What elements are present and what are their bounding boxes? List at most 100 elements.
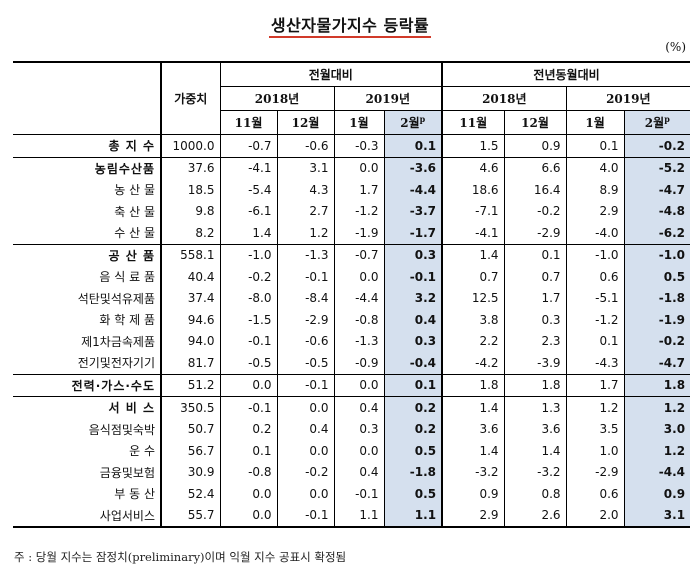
row-value: -1.9 — [333, 222, 384, 244]
row-value: 0.0 — [219, 504, 277, 528]
row-value: -0.2 — [276, 461, 334, 483]
row-value: -1.8 — [623, 287, 691, 309]
unit-label: (%) — [665, 40, 686, 54]
table-row: 음식점및숙박 50.7 0.2 0.4 0.3 0.2 3.6 3.6 3.5 3.0 — [13, 418, 691, 440]
row-value: 1.1 — [333, 504, 384, 528]
row-label: 석탄및석유제품 — [77, 291, 155, 306]
row-weight: 40.4 — [160, 266, 220, 288]
row-value: 0.7 — [441, 266, 505, 288]
row-value: -0.1 — [276, 504, 334, 528]
row-value: 0.6 — [565, 266, 625, 288]
footnote: 주 : 당월 지수는 잠정치(preliminary)이며 익월 지수 공표시 … — [14, 550, 347, 564]
row-value: 3.1 — [276, 156, 334, 179]
row-value: -2.9 — [276, 309, 334, 331]
row-value: 1.1 — [383, 504, 443, 528]
row-value: -4.3 — [565, 352, 625, 374]
row-value: -0.7 — [219, 134, 277, 157]
row-value: 0.1 — [383, 373, 443, 397]
row-weight: 558.1 — [160, 243, 220, 266]
row-value: 0.5 — [383, 483, 443, 505]
header-yoy-m2-p: p — [664, 114, 670, 124]
row-value: -3.2 — [503, 461, 567, 483]
row-label: 축 산 물 — [114, 204, 155, 219]
row-value: 2.7 — [276, 200, 334, 222]
header-blank — [13, 61, 161, 135]
header-yoy-m1: 1월 — [565, 110, 625, 135]
row-value: 2.9 — [565, 200, 625, 222]
row-value: 0.1 — [383, 134, 443, 157]
row-value: -0.1 — [219, 396, 277, 419]
row-value: -3.6 — [383, 156, 443, 179]
row-value: 18.6 — [441, 179, 505, 201]
row-value: -0.1 — [219, 330, 277, 352]
table-row: 공 산 품 558.1 -1.0 -1.3 -0.7 0.3 1.4 0.1 -1.0 -1.0 — [13, 243, 691, 266]
row-value: 4.3 — [276, 179, 334, 201]
header-mom-m1: 1월 — [333, 110, 384, 135]
table-row: 부 동 산 52.4 0.0 0.0 -0.1 0.5 0.9 0.8 0.6 0.9 — [13, 483, 691, 505]
row-label: 음 식 료 품 — [99, 270, 155, 285]
row-label: 전기및전자기기 — [77, 356, 155, 371]
row-value: -0.6 — [276, 134, 334, 157]
row-value: -0.2 — [623, 134, 691, 157]
row-value: -0.5 — [276, 352, 334, 374]
header-mom-m2: 2월p — [383, 110, 443, 135]
row-value: 0.0 — [276, 483, 334, 505]
row-label: 음식점및숙박 — [88, 422, 155, 437]
row-value: 6.6 — [503, 156, 567, 179]
row-value: 0.9 — [441, 483, 505, 505]
row-value: -4.4 — [333, 287, 384, 309]
row-value: -0.2 — [503, 200, 567, 222]
row-value: -7.1 — [441, 200, 505, 222]
row-value: -0.9 — [333, 352, 384, 374]
row-value: 0.1 — [219, 440, 277, 462]
row-label: 수 산 물 — [114, 226, 155, 241]
row-value: 1.5 — [441, 134, 505, 157]
row-value: -1.3 — [276, 243, 334, 266]
row-value: 0.5 — [623, 266, 691, 288]
row-value: 0.2 — [383, 396, 443, 419]
row-value: 0.4 — [276, 418, 334, 440]
row-value: 0.8 — [503, 483, 567, 505]
row-weight: 50.7 — [160, 418, 220, 440]
row-value: 1.4 — [441, 440, 505, 462]
row-value: -1.8 — [383, 461, 443, 483]
table-row: 서 비 스 350.5 -0.1 0.0 0.4 0.2 1.4 1.3 1.2 1.2 — [13, 396, 691, 419]
row-value: -5.1 — [565, 287, 625, 309]
row-value: 3.1 — [623, 504, 691, 528]
row-value: 2.6 — [503, 504, 567, 528]
table-row: 축 산 물 9.8 -6.1 2.7 -1.2 -3.7 -7.1 -0.2 2.9 -4.8 — [13, 200, 691, 222]
row-value: -4.8 — [623, 200, 691, 222]
row-value: 1.2 — [623, 396, 691, 419]
row-label: 제1차금속제품 — [81, 334, 155, 349]
row-value: 0.1 — [503, 243, 567, 266]
row-value: 0.0 — [219, 373, 277, 397]
table-row: 석탄및석유제품 37.4 -8.0 -8.4 -4.4 3.2 12.5 1.7 -5.1 -1.… — [13, 287, 691, 309]
row-value: -0.6 — [276, 330, 334, 352]
header-mom-2018: 2018년 — [219, 86, 334, 111]
row-label: 농 산 물 — [114, 183, 155, 198]
row-value: -0.8 — [219, 461, 277, 483]
row-value: -0.2 — [219, 266, 277, 288]
row-value: 0.0 — [333, 156, 384, 179]
header-mom-2019: 2019년 — [333, 86, 443, 111]
row-value: -0.8 — [333, 309, 384, 331]
table-row: 음 식 료 품 40.4 -0.2 -0.1 0.0 -0.1 0.7 0.7 0.6 0.5 — [13, 266, 691, 288]
row-value: 3.0 — [623, 418, 691, 440]
row-label: 공 산 품 — [13, 243, 161, 266]
row-value: -3.2 — [441, 461, 505, 483]
row-value: 0.1 — [565, 134, 625, 157]
row-value: 3.6 — [441, 418, 505, 440]
row-label: 전력·가스·수도 — [13, 373, 161, 397]
row-value: 2.3 — [503, 330, 567, 352]
row-value: -1.7 — [383, 222, 443, 244]
row-label: 총 지 수 — [13, 134, 161, 157]
table-row: 수 산 물 8.2 1.4 1.2 -1.9 -1.7 -4.1 -2.9 -4.0 -6.2 — [13, 222, 691, 244]
row-value: 0.5 — [383, 440, 443, 462]
row-value: 3.5 — [565, 418, 625, 440]
row-value: -2.9 — [565, 461, 625, 483]
header-mom-m11: 11월 — [219, 110, 277, 135]
row-value: 2.0 — [565, 504, 625, 528]
row-value: 0.0 — [219, 483, 277, 505]
row-value: 1.2 — [276, 222, 334, 244]
row-value: 0.3 — [383, 330, 443, 352]
